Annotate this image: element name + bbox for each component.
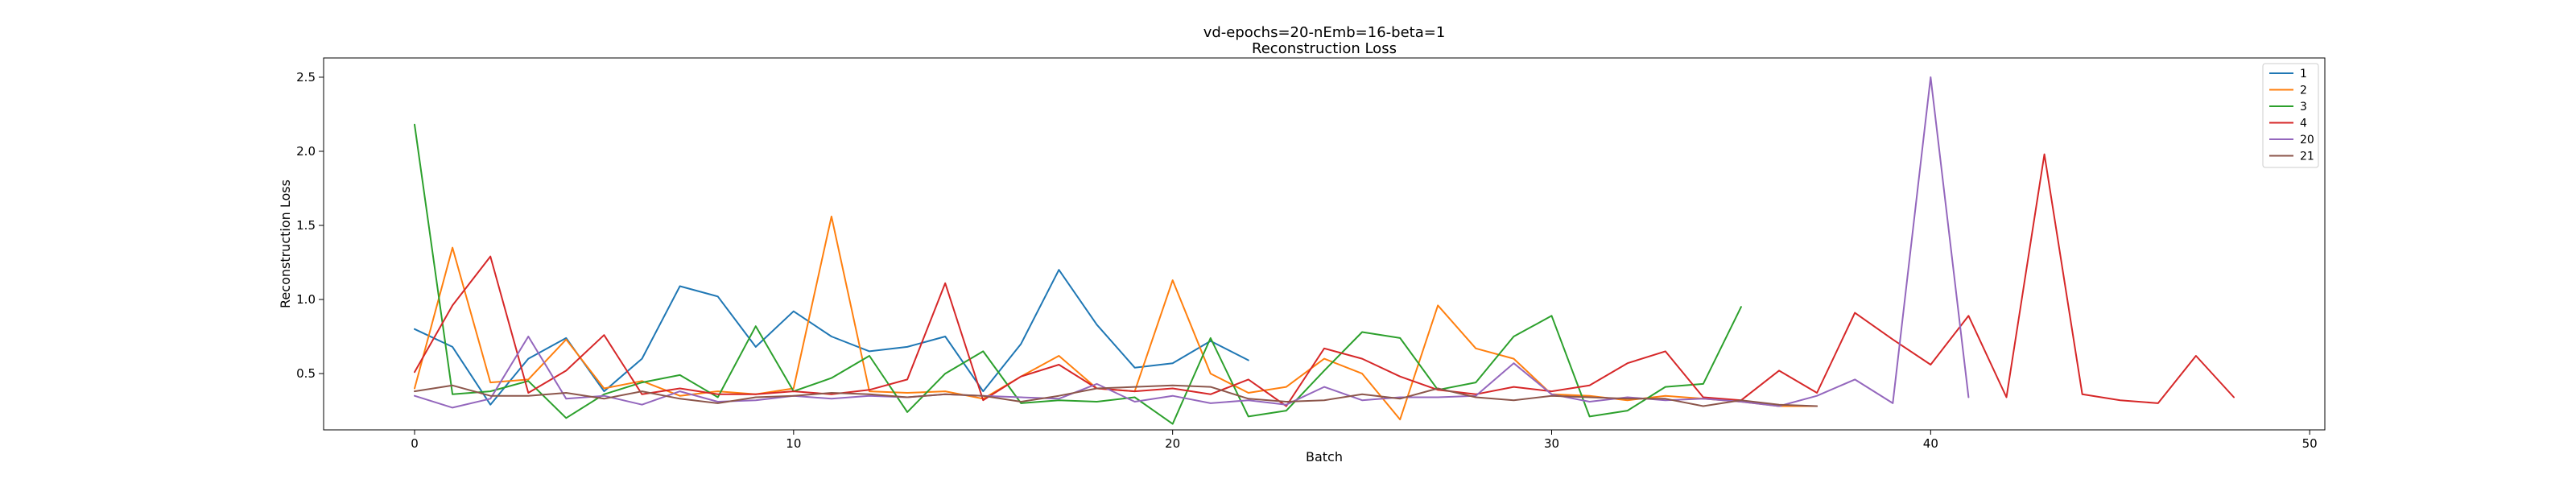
y-axis-ticks: 0.5 1.0 1.5 2.0 2.5 <box>296 70 324 381</box>
legend-entry-21: 21 <box>2300 151 2314 163</box>
x-tick-label: 20 <box>1165 436 1180 451</box>
series-line-20 <box>414 76 1970 409</box>
series-line-1 <box>414 269 1249 406</box>
x-axis-ticks: 0 10 20 30 40 50 <box>411 430 2318 451</box>
legend-entry-20: 20 <box>2300 134 2314 147</box>
series-line-21 <box>414 384 1818 407</box>
legend: 1 2 3 4 20 21 <box>2262 63 2319 168</box>
chart-title: vd-epochs=20-nEmb=16-beta=1 <box>1203 24 1446 41</box>
y-tick-label: 1.5 <box>296 218 316 233</box>
series-line-4 <box>414 153 2235 407</box>
legend-entry-2: 2 <box>2300 85 2307 97</box>
legend-items: 1 2 3 4 20 21 <box>2269 68 2314 163</box>
x-tick-label: 50 <box>2302 436 2318 451</box>
y-tick-label: 0.5 <box>296 366 316 381</box>
x-tick-label: 30 <box>1544 436 1559 451</box>
plot-area: 0 10 20 30 40 50 0.5 1.0 1.5 2.0 2.5 <box>296 57 2326 451</box>
plot-frame <box>323 57 2326 431</box>
y-tick-label: 2.5 <box>296 70 316 85</box>
legend-entry-4: 4 <box>2300 118 2307 130</box>
y-axis-label: Reconstruction Loss <box>278 180 293 308</box>
x-tick-label: 10 <box>786 436 801 451</box>
y-tick-label: 2.0 <box>296 144 316 159</box>
series-lines <box>414 76 2235 425</box>
x-axis-label: Batch <box>1306 449 1343 464</box>
chart-subtitle: Reconstruction Loss <box>1252 40 1397 57</box>
y-tick-label: 1.0 <box>296 292 316 307</box>
legend-entry-3: 3 <box>2300 101 2307 114</box>
x-tick-label: 0 <box>411 436 419 451</box>
x-tick-label: 40 <box>1923 436 1938 451</box>
legend-entry-1: 1 <box>2300 68 2307 80</box>
